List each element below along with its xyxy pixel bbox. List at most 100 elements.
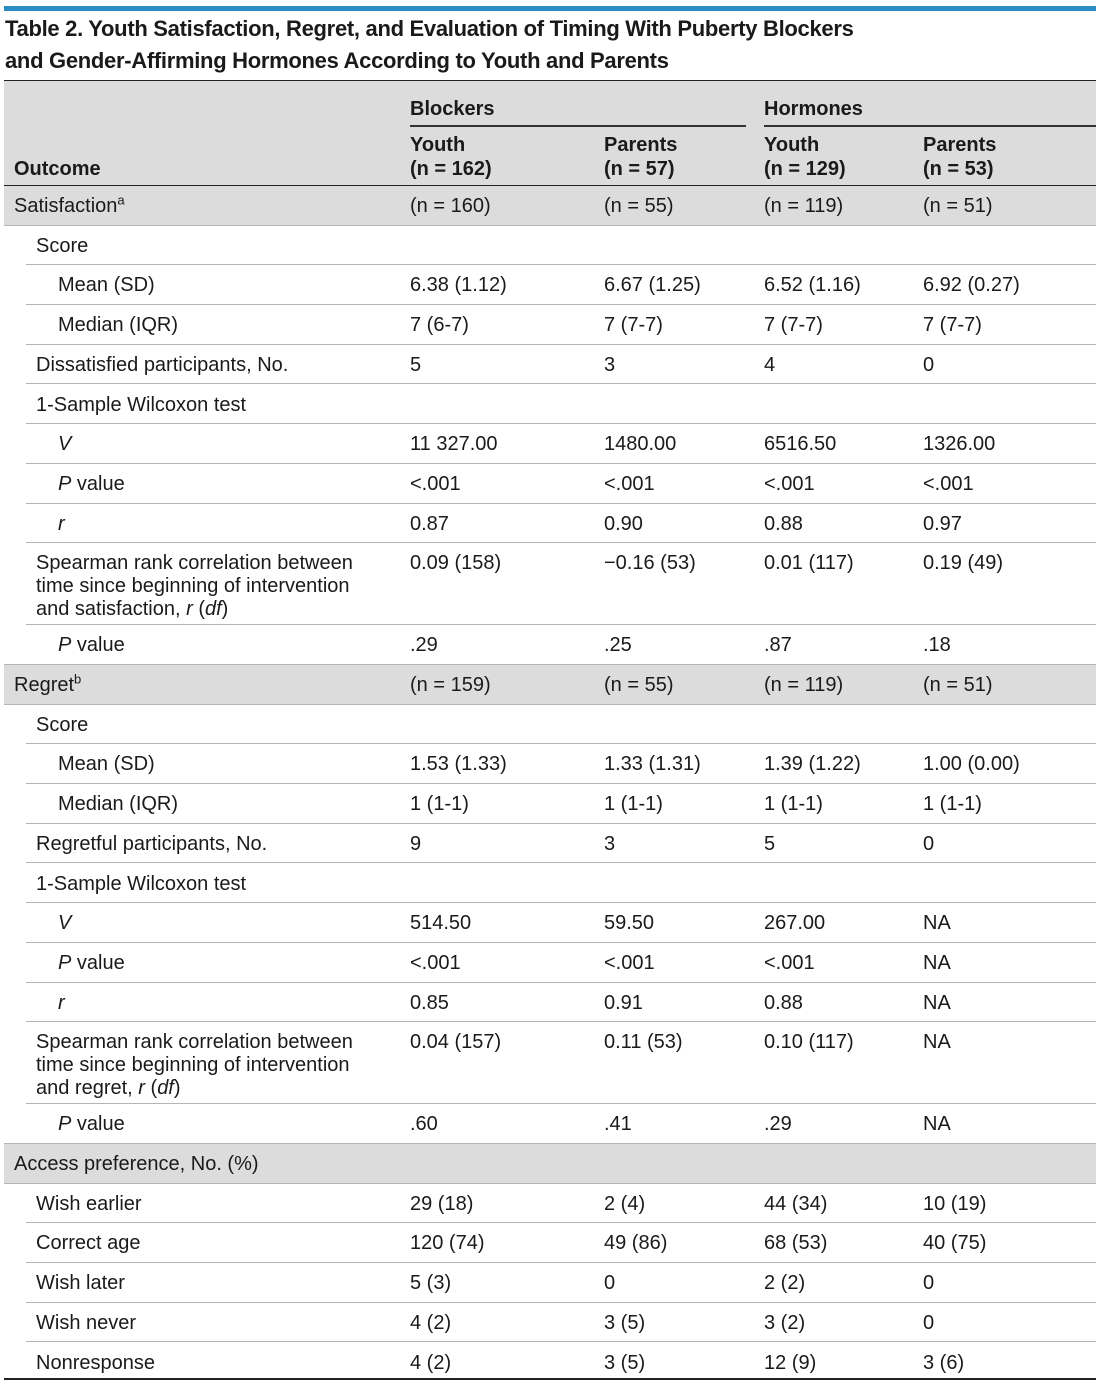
table-row: P value .29 .25 .87 .18 xyxy=(4,625,1096,665)
table-cell: 1.53 (1.33) xyxy=(410,753,507,776)
table-row: Spearman rank correlation between time s… xyxy=(4,543,1096,626)
row-label: Spearman rank correlation between time s… xyxy=(36,552,353,621)
table-row: Wish later 5 (3) 0 2 (2) 0 xyxy=(4,1263,1096,1303)
row-label: Median (IQR) xyxy=(58,314,179,337)
table-row: Wish never 4 (2) 3 (5) 3 (2) 0 xyxy=(4,1303,1096,1343)
group-header-hormones: Hormones xyxy=(764,98,863,120)
table-cell: 5 xyxy=(764,832,776,855)
table-cell: 3 xyxy=(604,832,616,855)
row-label: P value xyxy=(58,634,125,657)
row-label: Score xyxy=(36,234,89,257)
table-cell: NA xyxy=(923,1031,951,1054)
table-cell: (n = 119) xyxy=(764,674,844,696)
table-cell: 5 (3) xyxy=(410,1272,452,1295)
table-cell: 11 327.00 xyxy=(410,433,498,456)
table-cell: 514.50 xyxy=(410,912,472,935)
row-divider xyxy=(26,304,1096,306)
row-divider xyxy=(26,822,1096,824)
table-row: r 0.87 0.90 0.88 0.97 xyxy=(4,504,1096,544)
table-title-line-1: Table 2. Youth Satisfaction, Regret, and… xyxy=(5,16,854,41)
table-header: Blockers Hormones Youth (n = 162) Parent… xyxy=(4,80,1096,186)
row-divider xyxy=(26,1021,1096,1023)
table-cell: 3 (6) xyxy=(923,1351,965,1374)
row-label: V xyxy=(58,433,72,456)
table-cell: 0.91 xyxy=(604,991,643,1014)
table-cell: .87 xyxy=(764,634,792,657)
table-cell: 0 xyxy=(923,1311,935,1334)
table-cell: 29 (18) xyxy=(410,1192,474,1215)
table-cell: (n = 55) xyxy=(604,195,674,217)
row-label: Nonresponse xyxy=(36,1351,155,1374)
table-cell: NA xyxy=(923,951,951,974)
table-row: r 0.85 0.91 0.88 NA xyxy=(4,983,1096,1023)
table-cell: 2 (4) xyxy=(604,1192,646,1215)
row-label: Score xyxy=(36,713,89,736)
col-header-blockers-youth: Youth (n = 162) xyxy=(410,133,492,181)
table-cell: <.001 xyxy=(764,951,815,974)
row-label: Correct age xyxy=(36,1232,141,1255)
row-divider xyxy=(4,703,1096,705)
row-divider xyxy=(26,1103,1096,1105)
row-divider xyxy=(4,663,1096,665)
table-row: Median (IQR) 1 (1-1) 1 (1-1) 1 (1-1) 1 (1-1) xyxy=(4,784,1096,824)
col-header-who: Youth xyxy=(410,134,466,156)
table-cell: .41 xyxy=(604,1113,632,1136)
row-divider xyxy=(26,902,1096,904)
row-divider xyxy=(26,423,1096,425)
table-cell: 0 xyxy=(923,353,935,376)
table-cell: NA xyxy=(923,1113,951,1136)
row-divider xyxy=(26,1341,1096,1343)
row-divider xyxy=(4,1142,1096,1144)
table-row: Correct age 120 (74) 49 (86) 68 (53) 40 (75) xyxy=(4,1223,1096,1264)
table-row: Median (IQR) 7 (6-7) 7 (7-7) 7 (7-7) 7 (7-7) xyxy=(4,305,1096,345)
col-header-n: (n = 162) xyxy=(410,158,492,180)
table-cell: 6.92 (0.27) xyxy=(923,274,1020,297)
data-table: Blockers Hormones Youth (n = 162) Parent… xyxy=(4,80,1096,1380)
footnote-marker: a xyxy=(117,192,125,208)
row-label: Wish later xyxy=(36,1272,125,1295)
row-divider xyxy=(26,783,1096,785)
row-label: Wish never xyxy=(36,1311,137,1334)
table-cell: 4 (2) xyxy=(410,1311,452,1334)
row-label: 1-Sample Wilcoxon test xyxy=(36,393,247,416)
table-row: Regretb (n = 159) (n = 55) (n = 119) (n = 51… xyxy=(4,665,1096,705)
table-cell: 0.04 (157) xyxy=(410,1031,502,1054)
col-header-outcome: Outcome xyxy=(14,158,101,180)
row-label: Regretful participants, No. xyxy=(36,832,268,855)
table-row: V 514.50 59.50 267.00 NA xyxy=(4,903,1096,943)
table-row: Wish earlier 29 (18) 2 (4) 44 (34) 10 (19) xyxy=(4,1184,1096,1224)
row-label: r xyxy=(58,512,65,535)
table-cell: <.001 xyxy=(923,472,974,495)
table-cell: 3 xyxy=(604,353,616,376)
table-cell: 0.01 (117) xyxy=(764,552,854,575)
row-label: Median (IQR) xyxy=(58,793,179,816)
table-cell: (n = 51) xyxy=(923,674,993,696)
table-cell: .29 xyxy=(410,634,438,657)
row-divider xyxy=(26,981,1096,983)
table-cell: 4 xyxy=(764,353,776,376)
table-cell: NA xyxy=(923,991,951,1014)
table-cell: 1 (1-1) xyxy=(764,793,823,816)
table-cell: 5 xyxy=(410,353,422,376)
table-row: Regretful participants, No. 9 3 5 0 xyxy=(4,824,1096,864)
table-cell: 7 (6-7) xyxy=(410,314,469,337)
table-cell: 0.87 xyxy=(410,512,449,535)
row-label: V xyxy=(58,912,72,935)
table-cell: NA xyxy=(923,912,951,935)
col-header-who: Parents xyxy=(604,134,678,156)
table-title: Table 2. Youth Satisfaction, Regret, and… xyxy=(5,13,1095,77)
table-cell: .60 xyxy=(410,1113,438,1136)
table-cell: 3 (5) xyxy=(604,1351,646,1374)
table-row: P value <.001 <.001 <.001 <.001 xyxy=(4,464,1096,504)
table-cell: 1326.00 xyxy=(923,433,996,456)
table-cell: 68 (53) xyxy=(764,1232,828,1255)
title-accent-rule xyxy=(4,6,1096,11)
table-row: Dissatisfied participants, No. 5 3 4 0 xyxy=(4,345,1096,385)
table-cell: .18 xyxy=(923,634,951,657)
table-cell: <.001 xyxy=(604,951,655,974)
table-row: Score xyxy=(4,226,1096,266)
row-divider xyxy=(26,862,1096,864)
table-cell: 120 (74) xyxy=(410,1232,485,1255)
table-cell: 0.97 xyxy=(923,512,962,535)
